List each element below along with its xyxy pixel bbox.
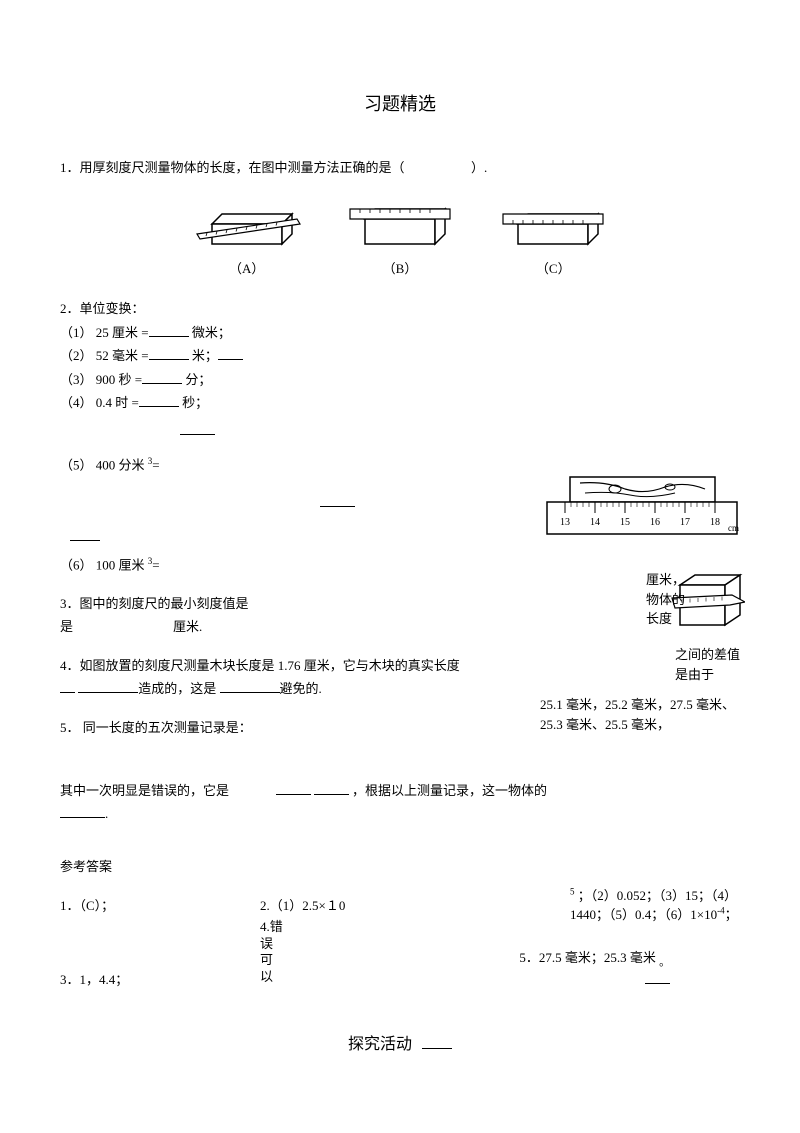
answers-label: 参考答案 <box>60 856 740 875</box>
ruler-diagram: 13 14 15 16 17 18 cm <box>545 475 740 544</box>
svg-text:16: 16 <box>650 517 660 528</box>
ans-5: 5．27.5 毫米；25.3 毫米 <box>519 950 656 965</box>
q4-line1: 4．如图放置的刻度尺测量木块长度是 1.76 厘米，它与木块的真实长度 <box>60 654 540 677</box>
ans-4: 4.错误可以 <box>260 919 285 990</box>
question-4: 4．如图放置的刻度尺测量木块长度是 1.76 厘米，它与木块的真实长度 造成的，… <box>60 654 540 701</box>
q4-mid: 造成的，这是 <box>138 681 216 696</box>
q2-4-unit: 秒； <box>182 395 208 410</box>
q1-text: 1．用厚刻度尺测量物体的长度，在图中测量方法正确的是（ <box>60 160 405 175</box>
section-2-title: 探究活动 <box>60 1030 740 1054</box>
q5-tail1: 其中一次明显是错误的，它是 <box>60 783 229 798</box>
ans-1: 1．（C）； <box>60 895 260 914</box>
q2-6-eq: = <box>152 558 159 573</box>
q3-line2: 是 <box>60 619 73 634</box>
q2-2-unit: 米； <box>192 348 218 363</box>
q2-4: （4） 0.4 时 = <box>60 395 139 410</box>
page-title: 习题精选 <box>60 90 740 116</box>
q4-end: 避免的. <box>280 681 322 696</box>
svg-text:13: 13 <box>560 517 570 528</box>
diagram-a: （A） <box>192 194 302 277</box>
svg-text:cm: cm <box>728 523 739 533</box>
answers-section: 参考答案 5 ；（2）0.052；（3）15；（4）1440；（5）0.4；（6… <box>60 856 740 990</box>
label-a: （A） <box>192 258 302 277</box>
question-1: 1．用厚刻度尺测量物体的长度，在图中测量方法正确的是（ ）. <box>60 156 740 179</box>
q2-6: （6） 100 厘米 <box>60 558 145 573</box>
diagram-b: （B） <box>345 194 455 277</box>
ans-2: 2.（1）2.5×１0 <box>260 895 460 914</box>
q5-tail2: ，根据以上测量记录，这一物体的 <box>352 783 547 798</box>
label-b: （B） <box>345 258 455 277</box>
float-r2: 之间的差值 是由于 <box>675 645 740 684</box>
q2-3: （3） 900 秒 = <box>60 372 142 387</box>
question-3: 3．图中的刻度尺的最小刻度值是 是 厘米. <box>60 592 740 639</box>
svg-text:17: 17 <box>680 517 690 528</box>
q3-line1: 3．图中的刻度尺的最小刻度值是 <box>60 592 740 615</box>
q1-end: ）. <box>471 160 487 175</box>
q2-1-unit: 微米； <box>192 325 231 340</box>
q2-header: 2．单位变换： <box>60 297 740 320</box>
q2-2: （2） 52 毫米 = <box>60 348 149 363</box>
q3-line2-unit: 厘米. <box>173 619 202 634</box>
ans-3: 3．1，4.4； <box>60 919 260 990</box>
svg-text:14: 14 <box>590 517 600 528</box>
q2-5-eq: = <box>152 457 159 472</box>
q2-1: （1） 25 厘米 = <box>60 325 149 340</box>
svg-text:18: 18 <box>710 517 720 528</box>
q2-3-unit: 分； <box>185 372 211 387</box>
diagram-c: （C） <box>498 194 608 277</box>
q1-diagrams: （A） （B） <box>60 194 740 277</box>
q2-5: （5） 400 分米 <box>60 457 145 472</box>
float-r3: 25.1 毫米，25.2 毫米，27.5 毫米、25.3 毫米、25.5 毫米， <box>540 695 740 734</box>
svg-text:15: 15 <box>620 517 630 528</box>
float-r1: 厘米， 物体的 长度 <box>646 570 685 629</box>
label-c: （C） <box>498 258 608 277</box>
question-5-tail: 其中一次明显是错误的，它是 ，根据以上测量记录，这一物体的 . <box>60 779 740 826</box>
ans-2-tail: 5 ；（2）0.052；（3）15；（4）1440；（5）0.4；（6）1×10… <box>570 885 740 923</box>
